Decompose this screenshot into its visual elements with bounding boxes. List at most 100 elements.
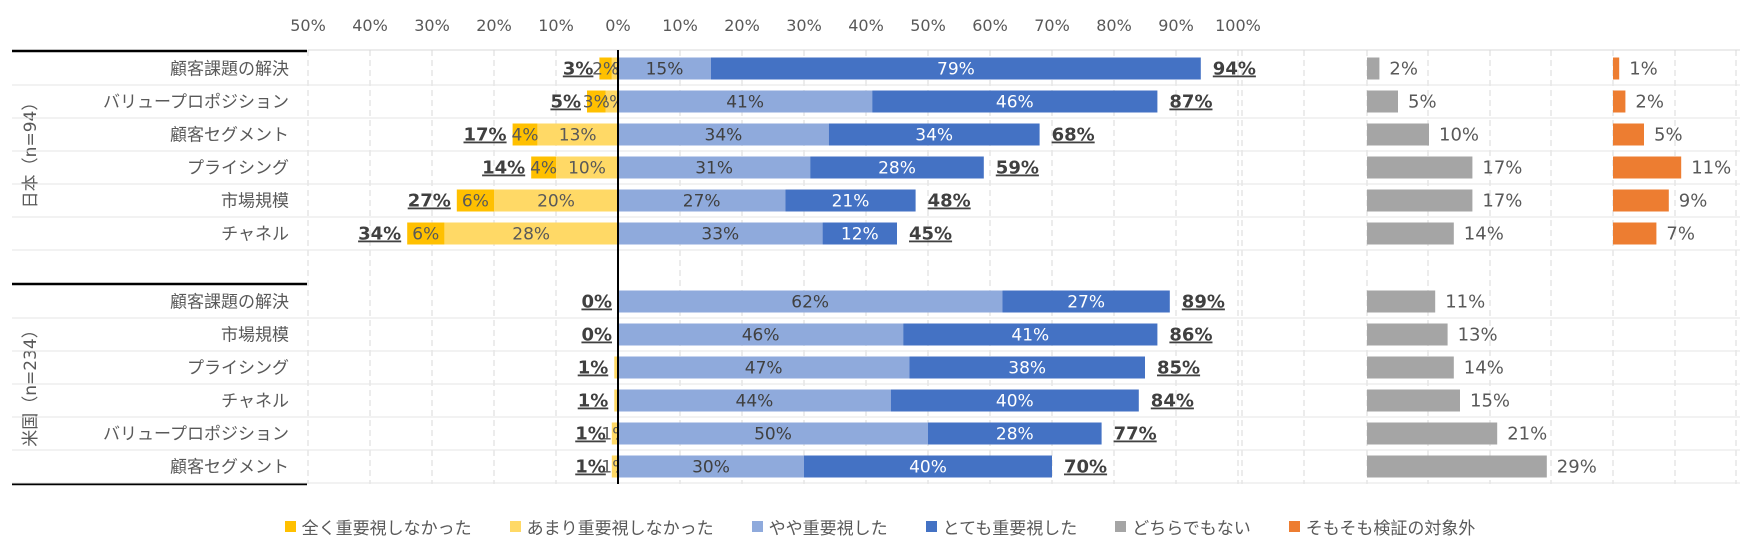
legend-item: 全く重要視しなかった (284, 514, 472, 539)
positive-total-label: 89% (1182, 292, 1225, 313)
bar-not-at-all (599, 57, 612, 80)
data-label: 40% (909, 458, 947, 478)
data-label: 6% (412, 225, 439, 245)
data-label: 15% (1470, 391, 1510, 412)
data-label: 38% (1008, 359, 1046, 379)
data-label: 47% (745, 359, 783, 379)
bar-not-at-all (531, 156, 556, 179)
bar-very (804, 455, 1052, 478)
bar-very (928, 422, 1102, 445)
axis-tick-label: 20% (476, 16, 512, 35)
data-label: 13% (1458, 325, 1498, 346)
axis-tick-label: 60% (972, 16, 1008, 35)
legend-swatch (925, 520, 937, 532)
bar-not-applicable (1613, 123, 1644, 146)
bar-not-very (556, 156, 618, 179)
bar-very (828, 123, 1040, 146)
category-label: 市場規模 (221, 192, 289, 212)
data-label: 9% (1679, 191, 1708, 212)
positive-total-label: 77% (1114, 424, 1157, 445)
category-label: チャネル (221, 392, 289, 412)
bar-somewhat (618, 389, 891, 412)
axis-tick-label: 0% (605, 16, 630, 35)
data-label: 4% (512, 126, 539, 146)
data-label: 2% (1635, 92, 1664, 113)
legend-label: 全く重要視しなかった (301, 518, 472, 539)
negative-total-label: 1% (578, 391, 609, 412)
data-label: 79% (937, 60, 975, 80)
bar-neither (1367, 290, 1436, 313)
bar-not-at-all (587, 90, 606, 113)
bar-not-at-all (456, 189, 494, 212)
legend-swatch (1288, 520, 1300, 532)
data-label: 44% (736, 392, 774, 412)
legend-swatch (751, 520, 763, 532)
data-label: 21% (1507, 424, 1547, 445)
bar-not-applicable (1613, 156, 1682, 179)
legend-label: あまり重要視しなかった (526, 518, 714, 539)
bar-very (785, 189, 916, 212)
bar-not-applicable (1613, 90, 1626, 113)
bar-not-very (614, 389, 618, 412)
data-label: 14% (1464, 358, 1504, 379)
category-label: 顧客課題の解決 (170, 293, 289, 313)
axis-tick-label: 40% (352, 16, 388, 35)
legend-item: やや重要視した (751, 514, 888, 539)
category-label: バリュープロポジション (103, 93, 289, 113)
axis-tick-label: 30% (786, 16, 822, 35)
category-label: 顧客セグメント (170, 126, 289, 146)
data-label: 15% (646, 60, 684, 80)
bar-very (810, 156, 984, 179)
bar-somewhat (618, 123, 829, 146)
negative-total-label: 3% (563, 59, 594, 80)
data-label: 17% (1482, 158, 1522, 179)
bar-not-applicable (1613, 222, 1657, 245)
bar-neither (1367, 323, 1448, 346)
negative-total-label: 0% (581, 292, 612, 313)
data-label: 28% (878, 159, 916, 179)
bar-not-very (614, 356, 618, 379)
bar-very (890, 389, 1139, 412)
bar-somewhat (618, 422, 928, 445)
negative-total-label: 1% (578, 358, 609, 379)
positive-total-label: 48% (928, 191, 971, 212)
legend-swatch (1115, 520, 1127, 532)
bar-not-applicable (1613, 189, 1669, 212)
data-label: 7% (1666, 224, 1695, 245)
bar-not-very (444, 222, 618, 245)
bar-neither (1367, 356, 1454, 379)
axis-tick-label: 70% (1034, 16, 1070, 35)
data-label: 34% (705, 126, 743, 146)
legend-label: そもそも検証の対象外 (1305, 518, 1476, 539)
negative-total-label: 0% (581, 325, 612, 346)
chart-area: 50% 40% 30% 20% 10% 0% 10% 20% 30% 40% 50% 60% 70% 80… (12, 16, 1740, 486)
data-label: 4% (530, 159, 557, 179)
legend-swatch (284, 520, 296, 532)
positive-total-label: 45% (909, 224, 952, 245)
data-label: 2% (592, 60, 619, 80)
data-label: 27% (683, 192, 721, 212)
bar-neither (1367, 123, 1429, 146)
negative-total-label: 34% (358, 224, 401, 245)
data-label: 46% (742, 326, 780, 346)
category-label: 顧客セグメント (170, 458, 289, 478)
bar-somewhat (618, 222, 823, 245)
data-label: 17% (1482, 191, 1522, 212)
data-label: 41% (726, 93, 764, 113)
legend-item: どちらでもない (1115, 514, 1251, 539)
axis-tick-label: 10% (538, 16, 574, 35)
data-label: 13% (559, 126, 597, 146)
category-label: プライシング (187, 359, 289, 379)
bar-somewhat (618, 323, 904, 346)
axis-tick-label: 20% (724, 16, 760, 35)
data-label: 33% (701, 225, 739, 245)
data-label: 11% (1691, 158, 1731, 179)
legend-label: どちらでもない (1132, 518, 1251, 539)
bar-neither (1367, 222, 1454, 245)
bar-very (711, 57, 1201, 80)
bar-very (822, 222, 897, 245)
legend-item: そもそも検証の対象外 (1288, 514, 1476, 539)
data-label: 41% (1011, 326, 1049, 346)
bar-not-very (494, 189, 618, 212)
negative-total-label: 14% (482, 158, 525, 179)
